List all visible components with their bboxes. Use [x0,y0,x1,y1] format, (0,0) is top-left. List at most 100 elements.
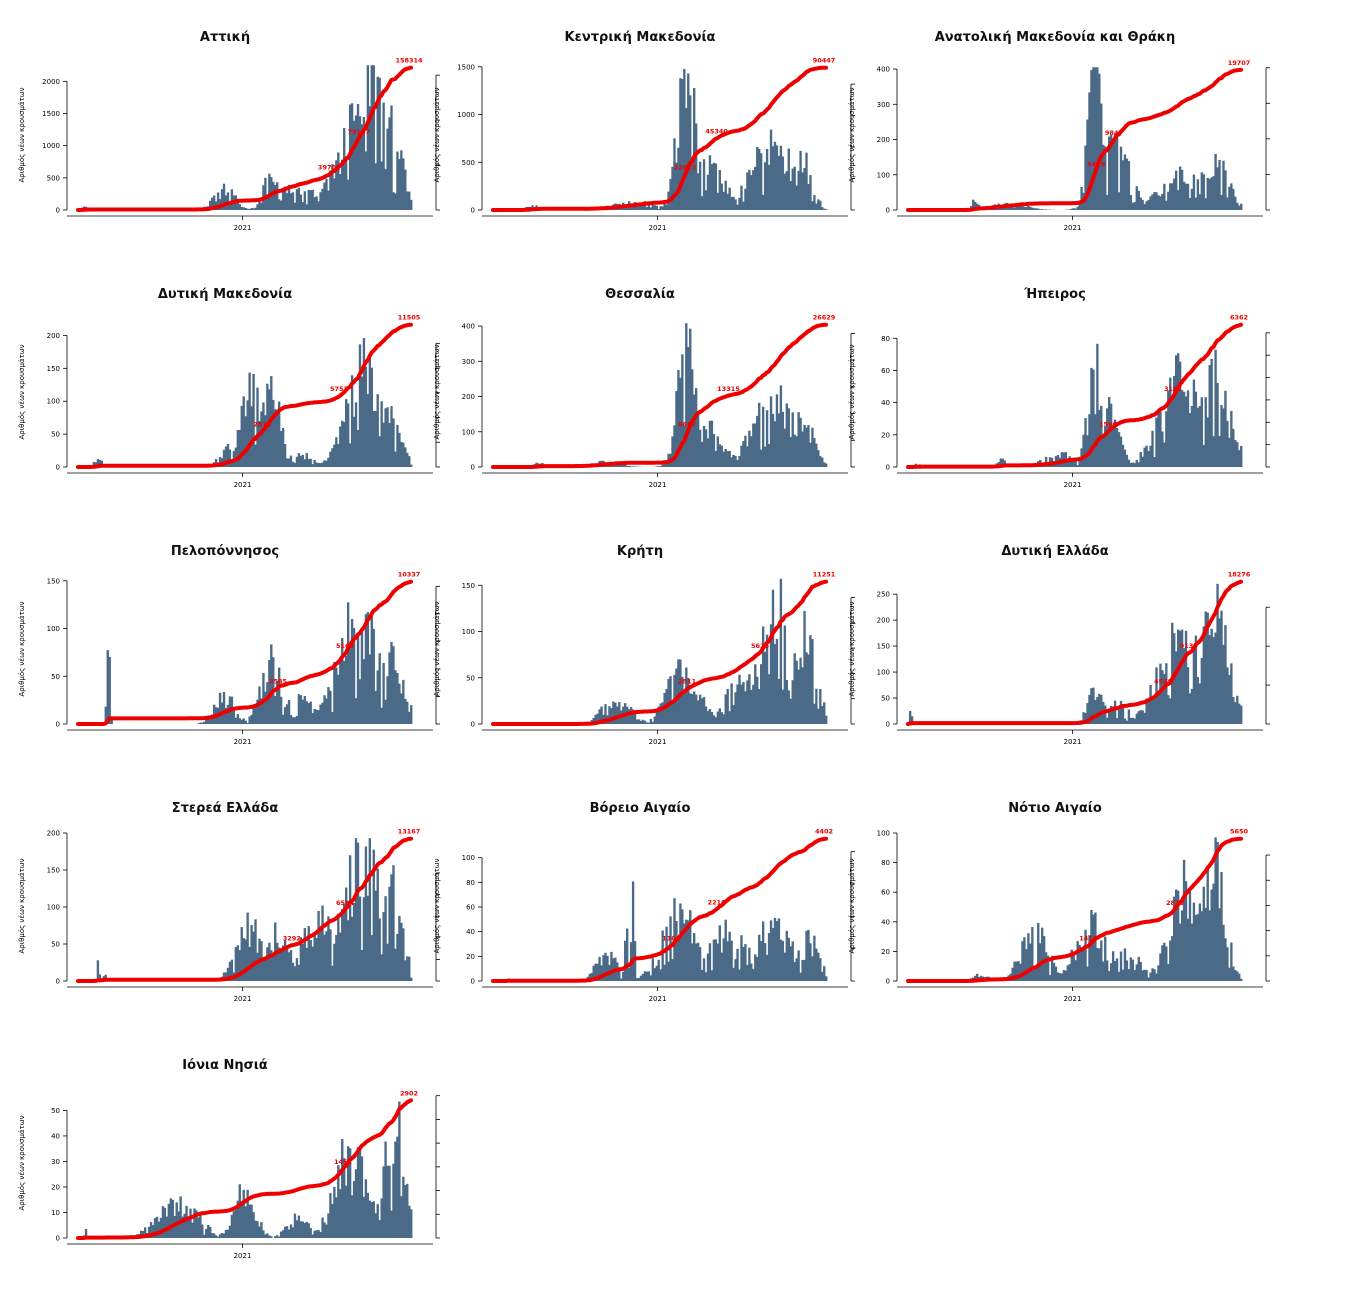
daily-cases-bars [907,584,1242,724]
y-tick-label: 200 [877,617,890,625]
daily-cases-bar [825,976,827,981]
cumulative-total-label: 26629 [813,314,836,322]
daily-cases-bar [109,657,111,724]
cumulative-mid-label: 3292 [283,934,301,942]
daily-cases-bar [1240,446,1242,467]
cumulative-mid-label: 13315 [717,385,740,393]
y-tick-label: 150 [877,643,890,651]
cumulative-mid-label: 9847 [1105,129,1123,137]
y-tick-label: 50 [881,695,890,703]
daily-cases-bar [1240,979,1242,981]
y-tick-label: 0 [56,1235,60,1243]
region-chart: Αριθμός νέων κρουσμάτων01020304050202105… [10,1058,440,1298]
x-tick-label: 2021 [649,995,667,1003]
cumulative-mid-label: 5169 [336,642,355,650]
cumulative-total-label: 19707 [1228,59,1251,67]
cumulative-mid-label: 2210 [708,899,727,907]
y-tick-label: 150 [47,577,60,585]
y-tick-label: 400 [877,66,890,74]
daily-cases-bars [89,338,413,467]
cumulative-mid-label: 1418 [1079,934,1098,942]
y-tick-label: 300 [877,101,890,109]
y-tick-label: 0 [56,464,60,472]
y-axis-label: Αριθμός νέων κρουσμάτων [433,87,441,182]
y-tick-label: 40 [881,918,890,926]
y-tick-label: 60 [881,889,890,897]
region-chart: Αριθμός νέων κρουσμάτων02040608020210100… [840,287,1270,527]
y-tick-label: 200 [462,393,475,401]
y-tick-label: 0 [886,978,890,986]
y-tick-label: 500 [47,174,60,182]
cumulative-mid-label: 5419 [1087,160,1106,168]
region-chart: Αριθμός νέων κρουσμάτων01002003004002021… [425,287,855,527]
cumulative-total-label: 2902 [400,1089,418,1097]
cumulative-total-label: 11251 [813,571,836,579]
x-tick-label: 2021 [234,995,252,1003]
daily-cases-bar [408,957,410,981]
daily-cases-bar [410,978,412,981]
y-tick-label: 2000 [42,78,60,86]
daily-cases-bar [410,200,412,210]
y-tick-label: 50 [466,674,475,682]
cumulative-total-label: 18276 [1228,571,1251,579]
y-tick-label: 20 [51,1183,60,1191]
x-tick-label: 2021 [649,224,667,232]
y-tick-label: 0 [56,978,60,986]
cumulative-mid-label: 3181 [1164,385,1183,393]
y-tick-label: 1500 [457,63,475,71]
cumulative-mid-label: 2825 [1166,899,1185,907]
y-tick-label: 100 [462,854,475,862]
y-tick-label: 400 [462,323,475,331]
x-tick-label: 2021 [1064,738,1082,746]
y-tick-label: 0 [56,207,60,215]
daily-cases-bar [1240,706,1242,724]
y-tick-label: 80 [881,859,890,867]
y-tick-label: 1500 [42,110,60,118]
y-tick-label: 40 [51,1132,60,1140]
y-tick-label: 20 [881,948,890,956]
y-tick-label: 20 [881,431,890,439]
region-chart: Αριθμός νέων κρουσμάτων05001000150020002… [10,30,440,270]
x-tick-label: 2021 [234,738,252,746]
cumulative-mid-label: 2876 [253,420,272,428]
daily-cases-bars [506,881,828,981]
y-tick-label: 100 [877,830,890,838]
cumulative-total-label: 5650 [1230,828,1249,836]
cumulative-mid-label: 22612 [674,163,697,171]
y-tick-label: 100 [462,628,475,636]
daily-cases-bars [577,579,828,724]
x-tick-label: 2021 [234,1252,252,1260]
region-chart: Αριθμός νέων κρουσμάτων05010015020020210… [10,287,440,527]
y-tick-label: 200 [47,830,60,838]
region-chart: Αριθμός νέων κρουσμάτων05010015020020210… [10,801,440,1041]
y-tick-label: 200 [877,136,890,144]
daily-cases-bar [825,716,827,724]
x-tick-label: 2021 [1064,995,1082,1003]
y-tick-label: 60 [466,904,475,912]
y-axis-label: Αριθμός νέων κρουσμάτων [18,344,26,439]
daily-cases-bar [1240,204,1242,210]
cumulative-mid-label: 9138 [1180,642,1199,650]
cumulative-total-label: 90447 [813,57,836,65]
daily-cases-bars [911,344,1242,467]
daily-cases-bar [825,209,827,210]
y-tick-label: 0 [471,721,475,729]
y-tick-label: 50 [51,1107,60,1115]
y-tick-label: 10 [51,1209,60,1217]
y-tick-label: 200 [47,332,60,340]
region-chart: Αριθμός νέων κρουσμάτων02040608010020210… [840,801,1270,1041]
y-tick-label: 50 [51,673,60,681]
cumulative-mid-label: 1451 [334,1158,353,1166]
daily-cases-bars [964,67,1242,210]
y-axis-label: Αριθμός νέων κρουσμάτων [18,87,26,182]
region-chart: Αριθμός νέων κρουσμάτων05010015020210200… [425,544,855,784]
x-tick-label: 2021 [1064,481,1082,489]
y-tick-label: 40 [466,928,475,936]
y-axis-label: Αριθμός νέων κρουσμάτων [848,344,856,439]
